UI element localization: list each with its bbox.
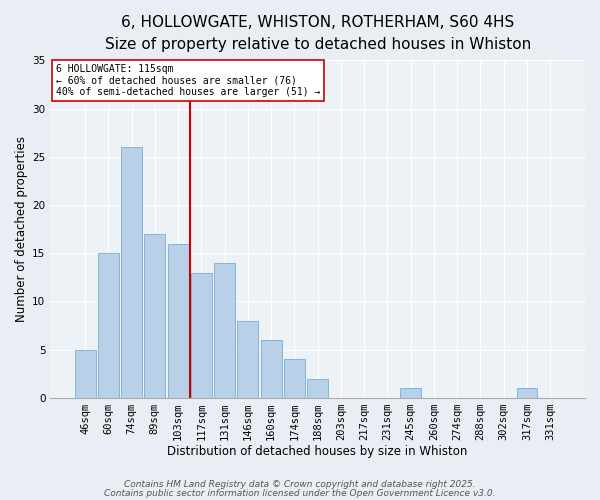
- Text: Contains HM Land Registry data © Crown copyright and database right 2025.: Contains HM Land Registry data © Crown c…: [124, 480, 476, 489]
- Bar: [284, 360, 305, 398]
- Bar: [238, 321, 259, 398]
- Title: 6, HOLLOWGATE, WHISTON, ROTHERHAM, S60 4HS
Size of property relative to detached: 6, HOLLOWGATE, WHISTON, ROTHERHAM, S60 4…: [104, 15, 531, 52]
- Text: 6 HOLLOWGATE: 115sqm
← 60% of detached houses are smaller (76)
40% of semi-detac: 6 HOLLOWGATE: 115sqm ← 60% of detached h…: [56, 64, 320, 97]
- Bar: [191, 272, 212, 398]
- Bar: [74, 350, 95, 398]
- Bar: [121, 147, 142, 398]
- Bar: [307, 378, 328, 398]
- Bar: [167, 244, 188, 398]
- X-axis label: Distribution of detached houses by size in Whiston: Distribution of detached houses by size …: [167, 444, 468, 458]
- Bar: [145, 234, 165, 398]
- Bar: [98, 254, 119, 398]
- Bar: [214, 263, 235, 398]
- Y-axis label: Number of detached properties: Number of detached properties: [15, 136, 28, 322]
- Bar: [400, 388, 421, 398]
- Bar: [517, 388, 538, 398]
- Text: Contains public sector information licensed under the Open Government Licence v3: Contains public sector information licen…: [104, 489, 496, 498]
- Bar: [260, 340, 281, 398]
